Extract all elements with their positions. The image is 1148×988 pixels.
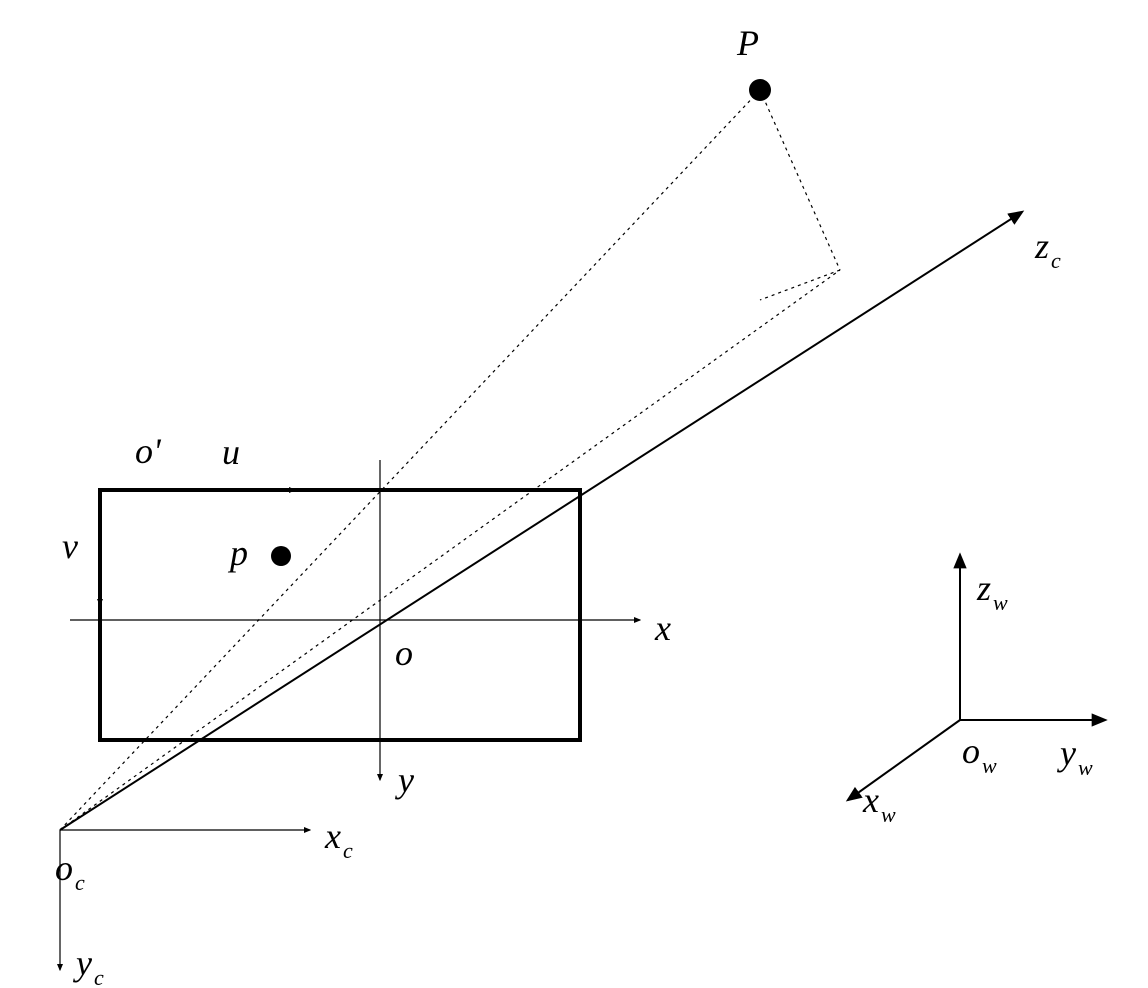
- drop-P-to-Pfoot: [760, 90, 840, 270]
- label-P: P: [736, 23, 759, 63]
- label-zc: zc: [1034, 226, 1061, 273]
- label-yw: yw: [1057, 733, 1093, 780]
- label-yc: yc: [73, 943, 104, 988]
- label-o-prime: o': [135, 431, 162, 471]
- label-ow: ow: [962, 731, 997, 778]
- axis-zc: [60, 212, 1022, 830]
- label-xw: xw: [862, 780, 896, 827]
- label-y: y: [395, 760, 414, 800]
- camera-model-diagram: P p o o' u v x y oc xc yc zc ow xw yw zw: [0, 0, 1148, 988]
- label-oc: oc: [55, 848, 85, 895]
- image-plane-rect: [100, 490, 580, 740]
- label-zw: zw: [976, 568, 1008, 615]
- label-o: o: [395, 633, 413, 673]
- label-u: u: [222, 432, 240, 472]
- point-p: [271, 546, 291, 566]
- point-P: [749, 79, 771, 101]
- ray-oc-to-P: [60, 90, 760, 830]
- label-x: x: [654, 608, 671, 648]
- label-p: p: [227, 533, 248, 573]
- label-v: v: [62, 526, 78, 566]
- label-xc: xc: [324, 816, 353, 863]
- ray-oc-to-Pfoot: [60, 270, 840, 830]
- link-Pfoot-to-zc: [760, 270, 840, 300]
